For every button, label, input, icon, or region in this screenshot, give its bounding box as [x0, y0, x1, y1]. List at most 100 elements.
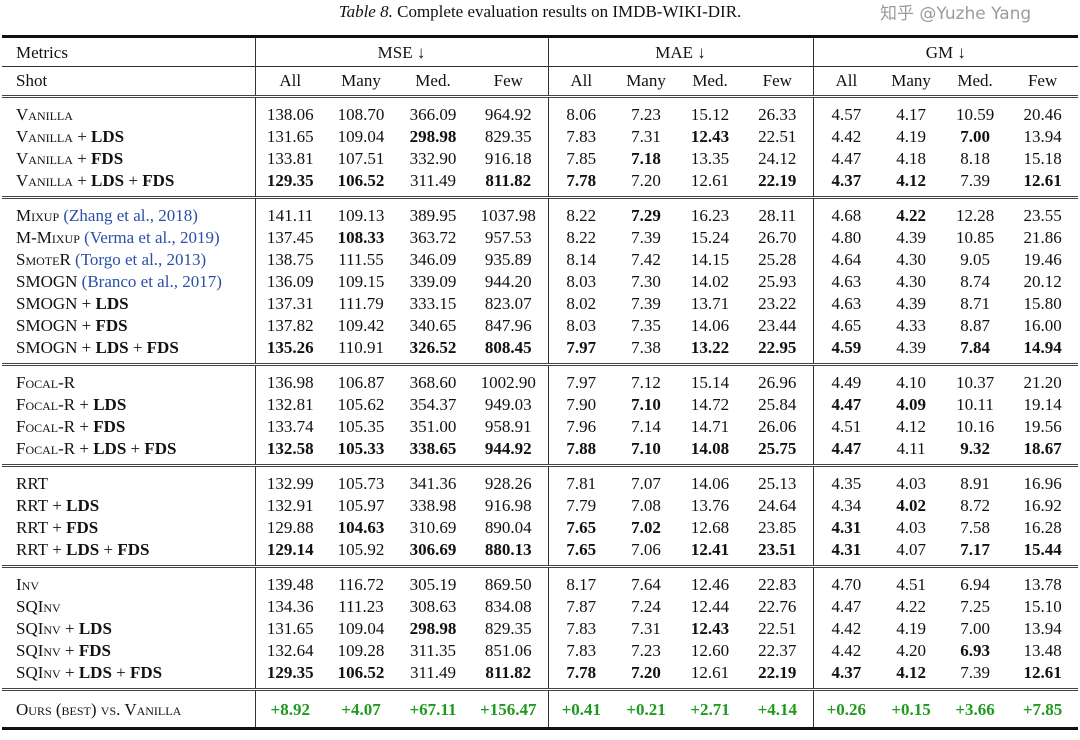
value-cell: 8.22 — [547, 227, 615, 249]
method-name-cell: RRT — [2, 464, 255, 495]
method-modifier: LDS — [93, 439, 127, 458]
value-cell: 7.10 — [631, 439, 661, 458]
value-cell: 108.33 — [337, 228, 385, 247]
value-cell: 4.59 — [812, 337, 880, 365]
shot-header-med: Med. — [397, 66, 469, 97]
value-cell: 808.45 — [484, 338, 532, 357]
metrics-label: Metrics — [2, 35, 255, 67]
table-row: SQInv 134.36 111.23 308.63 834.08 7.87 7.24 12.… — [2, 596, 1078, 618]
value-cell: 26.06 — [758, 417, 797, 436]
value-cell: 19.56 — [1023, 417, 1062, 436]
value-cell: 16.28 — [1023, 518, 1062, 537]
value-cell: 8.22 — [547, 196, 615, 227]
table-row: Focal-R + LDS 132.81 105.62 354.37 949.03 7.9… — [2, 394, 1078, 416]
value-cell: 12.61 — [1023, 171, 1062, 190]
value-cell: 7.18 — [631, 149, 661, 168]
method-name-cell: SMOGN + FDS — [16, 316, 128, 335]
value-cell: 12.68 — [690, 518, 730, 537]
shot-header-many: Many — [614, 66, 679, 97]
value-cell: 138.75 — [254, 249, 325, 271]
value-cell: 4.51 — [879, 565, 944, 596]
table-row: RRT 132.99 105.73 341.36 928.26 7.81 7.07 14.06… — [2, 464, 1079, 495]
shot-header-row: Shot All Many Med. Few All Many Med. Few All Many… — [2, 66, 1079, 97]
method-modifier: LDS — [78, 663, 112, 682]
method-name: M-Mixup — [16, 228, 80, 247]
method-modifier: FDS — [146, 338, 179, 357]
value-cell: 141.11 — [254, 196, 325, 227]
value-cell: 7.42 — [631, 250, 661, 269]
value-cell: 4.12 — [896, 171, 926, 190]
value-cell: 8.06 — [547, 95, 615, 126]
value-cell: 4.47 — [812, 438, 880, 466]
value-cell: 129.14 — [254, 539, 325, 567]
caption-label: Table 8. — [338, 2, 393, 21]
table-row: Vanilla + LDS 131.65 109.04 298.98 829.35 7.8… — [2, 126, 1078, 148]
value-cell: 13.35 — [690, 149, 730, 168]
value-cell: 4.02 — [896, 496, 926, 515]
value-cell: 7.38 — [631, 338, 661, 357]
value-cell: 4.34 — [812, 495, 880, 517]
value-cell: 305.19 — [397, 565, 469, 596]
value-cell: 15.10 — [1023, 597, 1062, 616]
value-cell: 4.42 — [812, 126, 880, 148]
table-row: Focal-R + FDS 133.74 105.35 351.00 958.91 7.9… — [2, 416, 1078, 438]
value-cell: 22.51 — [758, 127, 797, 146]
value-cell: 4.63 — [812, 293, 880, 315]
value-cell: 4.31 — [812, 539, 880, 567]
value-cell: 7.17 — [960, 540, 990, 559]
method-modifier: LDS — [66, 540, 100, 559]
value-cell: 133.81 — [254, 148, 325, 170]
value-cell: 24.64 — [758, 496, 797, 515]
value-cell: 7.83 — [547, 126, 615, 148]
value-cell: 7.31 — [631, 619, 661, 638]
value-cell: 8.03 — [547, 271, 615, 293]
value-cell: 7.97 — [547, 337, 615, 365]
value-cell: 26.70 — [758, 228, 797, 247]
method-name-cell: Focal-R + LDS — [16, 395, 127, 414]
value-cell: 10.37 — [943, 363, 1008, 394]
table-row: RRT + LDS 132.91 105.97 338.98 916.98 7.79 7.0… — [2, 495, 1078, 517]
value-cell: 26.96 — [742, 363, 814, 394]
results-table: Metrics MSE ↓ MAE ↓ GM ↓ Shot All Many Med… — [2, 35, 1079, 730]
value-cell: 137.31 — [254, 293, 325, 315]
method-name: Focal-R — [16, 417, 76, 436]
value-cell: 129.88 — [254, 517, 325, 539]
value-cell: 23.44 — [758, 316, 797, 335]
value-cell: 338.98 — [409, 496, 457, 515]
value-cell: 12.28 — [943, 196, 1008, 227]
method-modifier: FDS — [95, 316, 128, 335]
value-cell: 928.26 — [469, 464, 549, 495]
value-cell: 7.78 — [547, 662, 615, 690]
value-cell: 4.30 — [896, 272, 926, 291]
value-cell: 958.91 — [484, 417, 532, 436]
method-name: RRT — [16, 496, 49, 515]
table-row: Inv 139.48 116.72 305.19 869.50 8.17 7.64 12.46… — [2, 565, 1079, 596]
value-cell: 811.82 — [485, 171, 532, 190]
value-cell: 105.35 — [337, 417, 385, 436]
method-name: SMOGN — [16, 294, 78, 313]
value-cell: 8.71 — [960, 294, 990, 313]
method-name-cell: SQInv + LDS — [16, 619, 112, 638]
value-cell: 851.06 — [484, 641, 532, 660]
value-cell: 109.28 — [337, 641, 385, 660]
value-cell: 132.99 — [254, 464, 325, 495]
value-cell: 7.24 — [631, 597, 661, 616]
value-cell: 7.96 — [547, 416, 615, 438]
value-cell: 7.83 — [547, 640, 615, 662]
table-row: SQInv + LDS 131.65 109.04 298.98 829.35 7.83 7… — [2, 618, 1078, 640]
shot-header-all: All — [812, 66, 880, 97]
method-name: SMOGN — [16, 338, 78, 357]
summary-row: Ours (best) vs. Vanilla +8.92 +4.07 +67.11 +… — [2, 688, 1079, 730]
value-cell: 13.76 — [690, 496, 730, 515]
value-cell: 12.41 — [690, 540, 730, 559]
value-cell: 4.07 — [896, 540, 926, 559]
value-cell: 4.17 — [879, 95, 944, 126]
value-cell: 7.39 — [631, 294, 661, 313]
method-name-cell: SMOGN + LDS + FDS — [16, 338, 179, 357]
summary-label: Ours (best) vs. Vanilla — [2, 688, 255, 730]
value-cell: 105.73 — [325, 464, 397, 495]
value-cell: 14.02 — [690, 272, 730, 291]
table-row: Vanilla 138.06 108.70 366.09 964.92 8.06 7.23 1… — [2, 95, 1079, 126]
value-cell: 7.35 — [631, 316, 661, 335]
value-cell: 25.13 — [742, 464, 814, 495]
